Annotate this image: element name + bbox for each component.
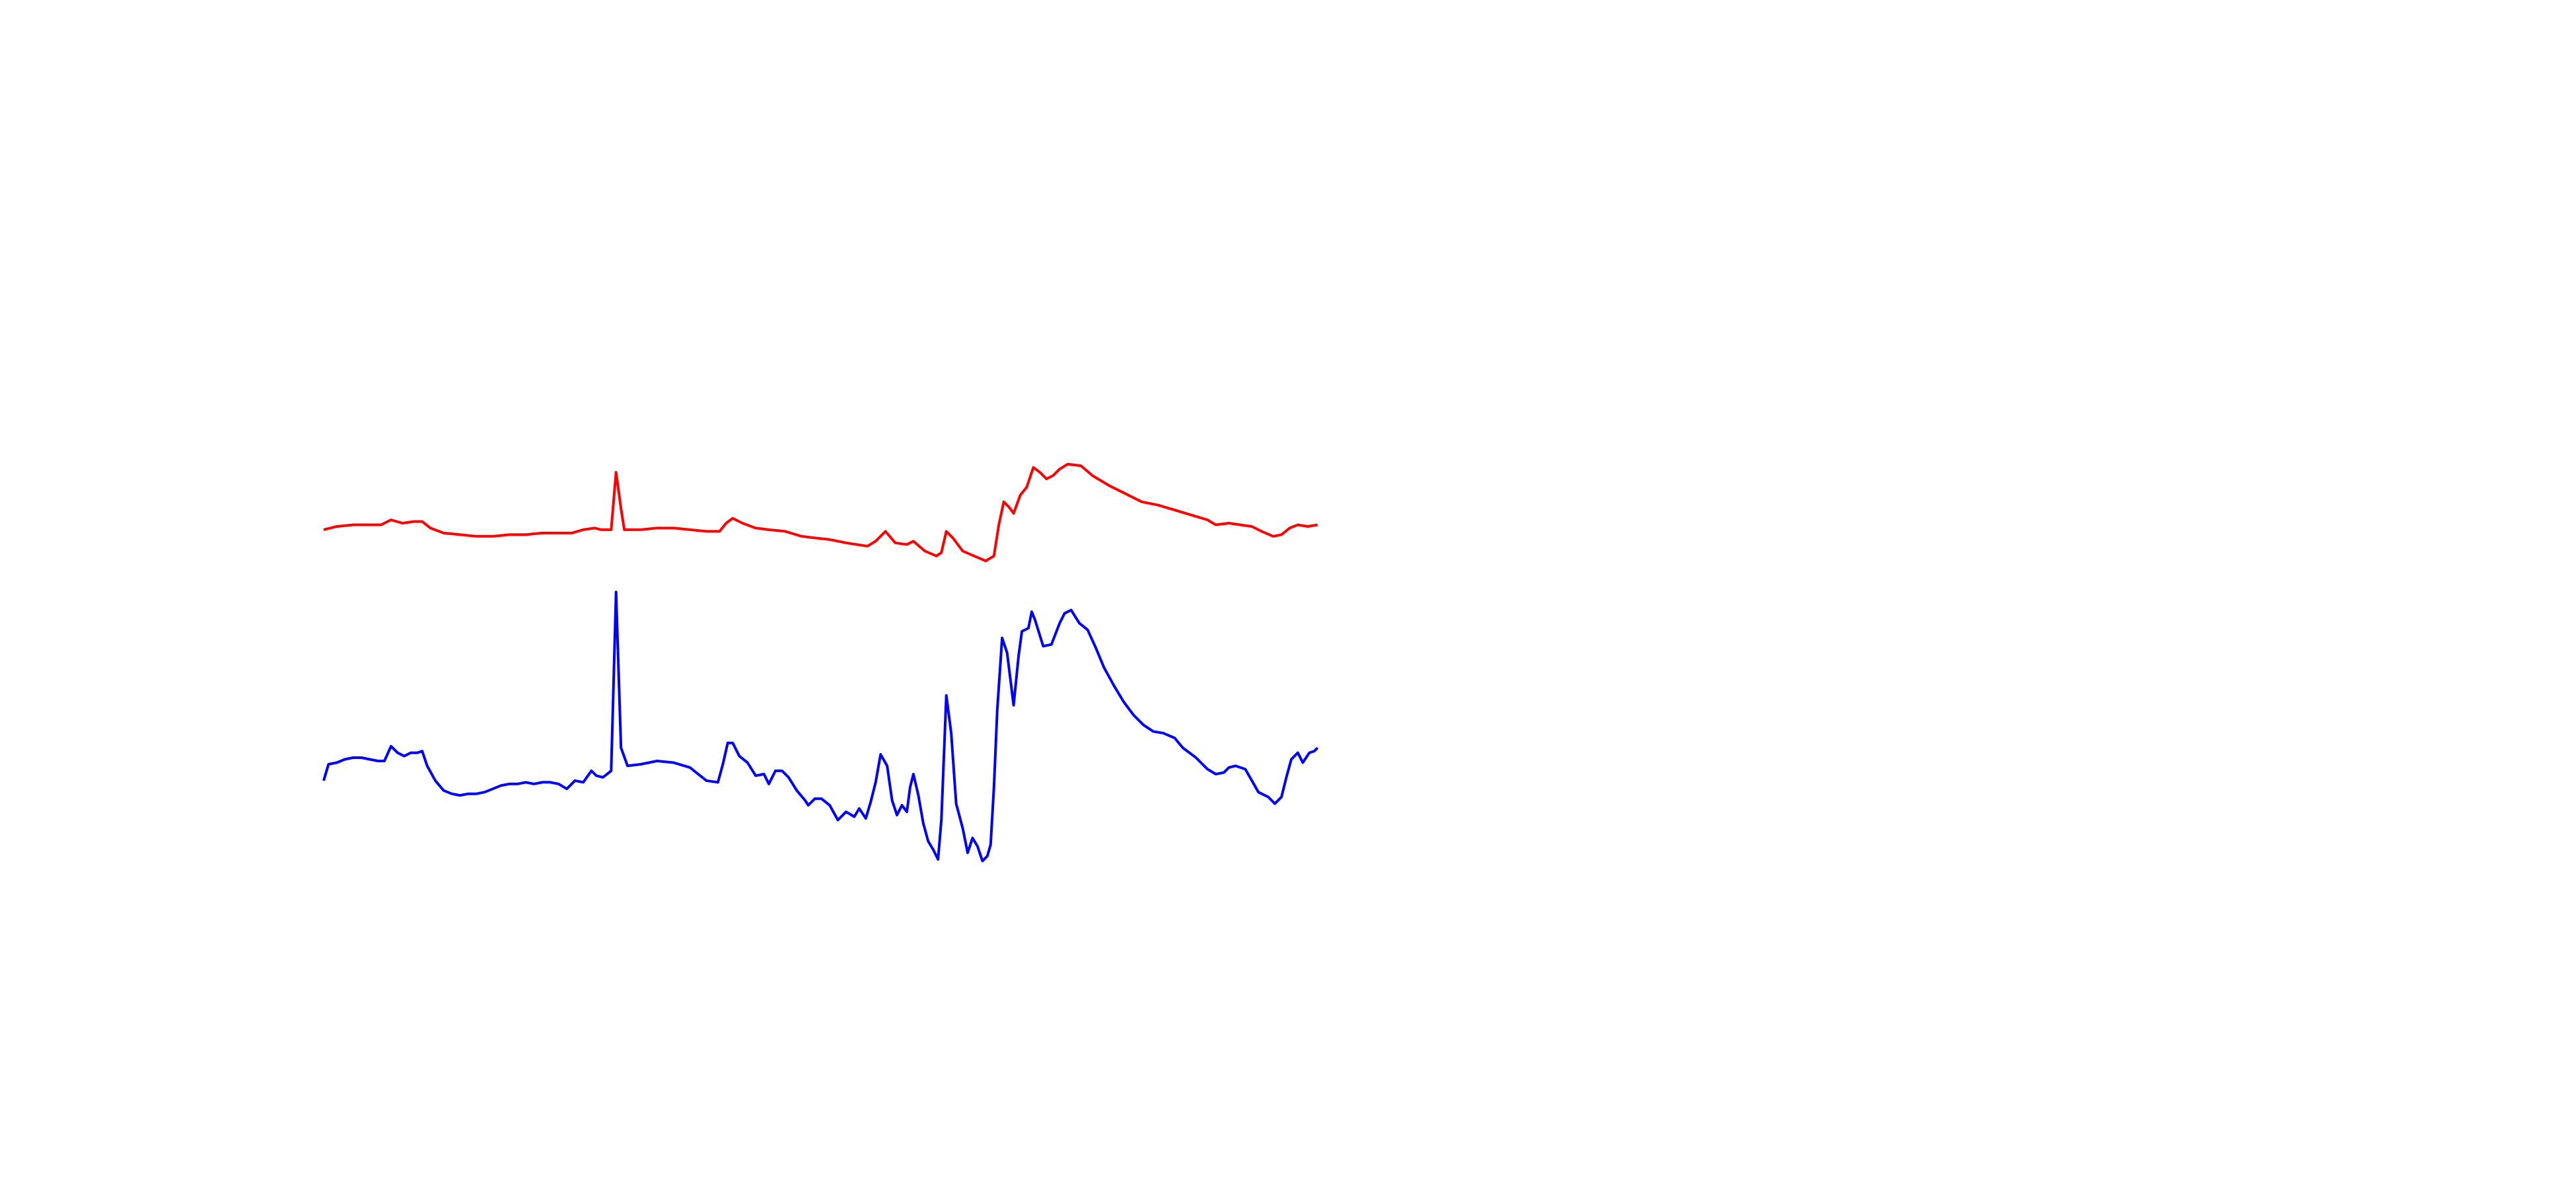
line-series — [322, 591, 1319, 863]
line-series — [323, 462, 1318, 563]
